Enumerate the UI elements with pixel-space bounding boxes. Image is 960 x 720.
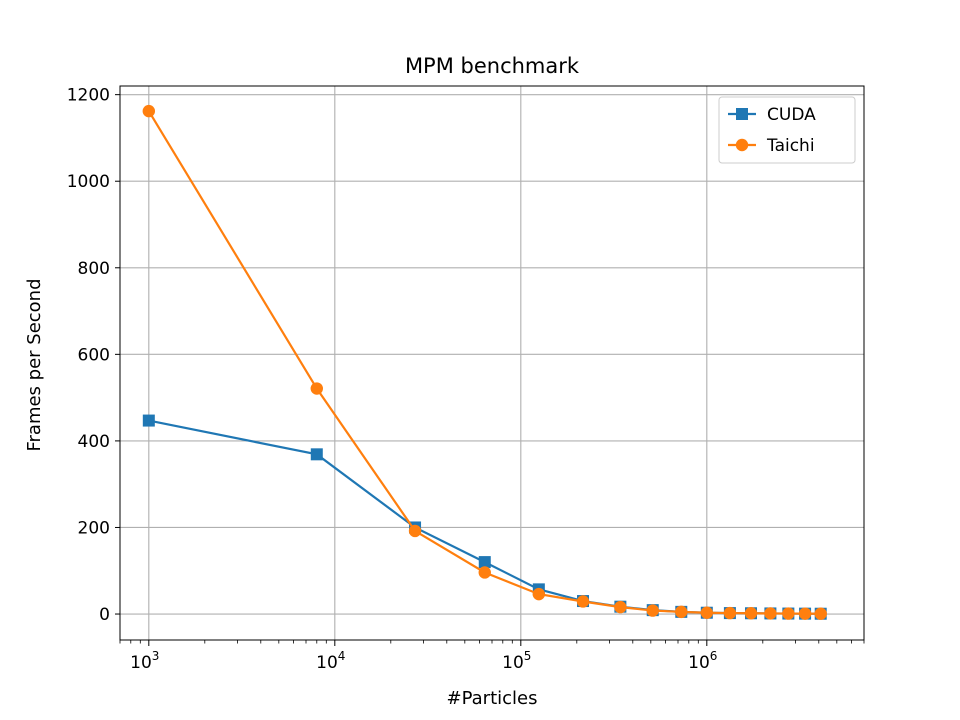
axis-ticks: 0 200 400 600 800 1000 1200 103 104 105 106 (67, 86, 865, 673)
x-axis-label: #Particles (447, 688, 538, 709)
legend-entry: CUDA (728, 105, 816, 125)
legend-entry: Taichi (728, 136, 815, 156)
y-axis-label: Frames per Second (24, 278, 45, 451)
data-point (764, 607, 777, 620)
chart-title: MPM benchmark (405, 54, 580, 78)
x-tick-label: 105 (502, 649, 531, 673)
data-point (310, 448, 323, 461)
data-point (782, 607, 795, 620)
data-point (532, 587, 546, 601)
series-layer (142, 104, 827, 620)
data-point (646, 604, 659, 617)
legend-marker (736, 108, 748, 120)
legend-label: Taichi (766, 136, 815, 156)
data-point (744, 607, 758, 620)
legend-label: CUDA (767, 105, 816, 125)
series-line (147, 110, 821, 615)
data-point (798, 607, 812, 620)
data-point (675, 605, 688, 619)
data-point (614, 600, 627, 614)
data-point (700, 606, 714, 619)
data-point (723, 606, 737, 620)
x-tick-label: 104 (316, 649, 345, 673)
y-tick-label: 1000 (67, 172, 110, 192)
grid-lines (120, 86, 864, 640)
y-tick-label: 0 (99, 605, 110, 625)
legend: CUDA Taichi (718, 96, 856, 164)
data-point (142, 104, 156, 118)
data-point (576, 595, 590, 608)
data-point (310, 382, 323, 395)
y-tick-label: 600 (78, 345, 110, 365)
x-tick-label: 106 (688, 649, 717, 673)
data-point (814, 607, 827, 620)
x-tick-label: 103 (130, 649, 159, 673)
series-line (148, 419, 821, 615)
plot-frame (119, 85, 865, 641)
y-tick-label: 1200 (67, 86, 110, 106)
series-taichi (142, 104, 827, 620)
legend-marker (735, 138, 749, 152)
y-tick-label: 400 (78, 432, 110, 452)
series-cuda (142, 414, 827, 620)
data-point (142, 414, 155, 427)
data-point (478, 566, 491, 579)
y-tick-label: 800 (78, 259, 110, 279)
y-tick-label: 200 (78, 518, 110, 538)
data-point (478, 556, 491, 569)
data-point (408, 524, 422, 538)
